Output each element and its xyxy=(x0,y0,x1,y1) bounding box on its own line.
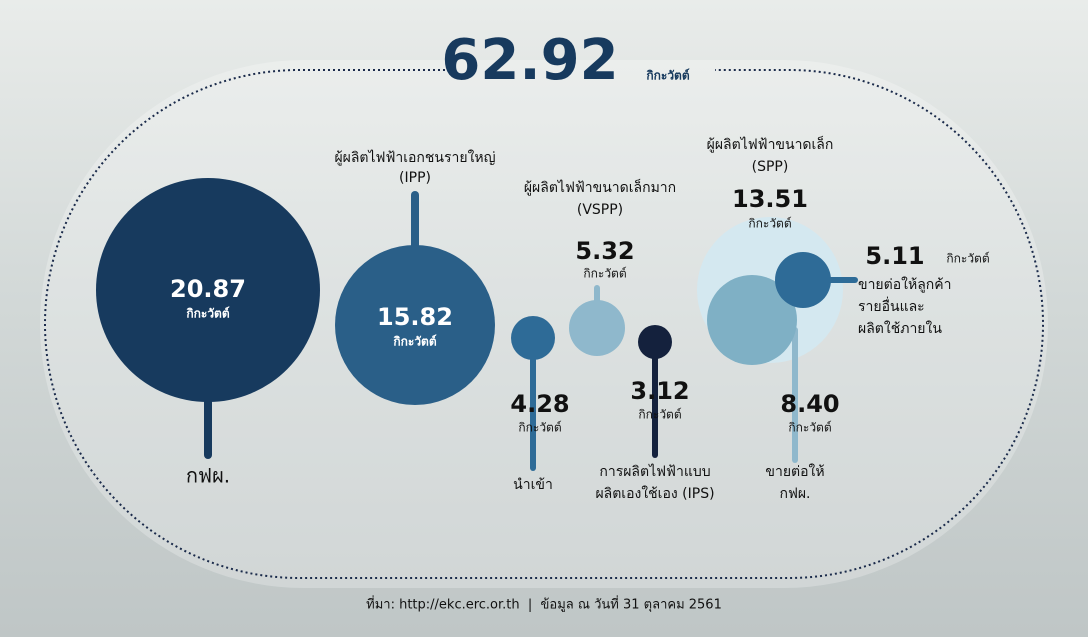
bubble xyxy=(638,325,672,359)
label: ผู้ผลิตไฟฟ้าขนาดเล็กมาก xyxy=(524,178,676,196)
label: (IPP) xyxy=(399,170,431,186)
unit: กิกะวัตต์ xyxy=(518,421,561,435)
label: การผลิตไฟฟ้าแบบ xyxy=(599,463,710,480)
unit: กิกะวัตต์ xyxy=(638,408,681,422)
value: 3.12 xyxy=(630,377,689,405)
label: รายอื่นและ xyxy=(858,297,925,315)
total-unit: กิกะวัตต์ xyxy=(646,69,690,83)
value: 15.82 xyxy=(377,303,453,331)
unit: กิกะวัตต์ xyxy=(748,217,791,231)
value: 5.11 xyxy=(865,242,924,270)
value: 8.40 xyxy=(780,390,839,418)
label: ผลิตเองใช้เอง (IPS) xyxy=(595,485,714,502)
label: ผู้ผลิตไฟฟ้าขนาดเล็ก xyxy=(707,135,834,153)
source: ที่มา: http://ekc.erc.or.th | ข้อมูล ณ ว… xyxy=(366,596,722,613)
label: ขายต่อให้ลูกค้า xyxy=(858,276,951,293)
unit: กิกะวัตต์ xyxy=(583,267,626,281)
unit: กิกะวัตต์ xyxy=(788,421,831,435)
label: (VSPP) xyxy=(577,202,623,218)
label: ขายต่อให้ xyxy=(765,463,824,480)
label: กฟผ. xyxy=(779,486,810,502)
label: (SPP) xyxy=(752,159,789,175)
label: ผลิตใช้ภายใน xyxy=(858,320,942,337)
unit: กิกะวัตต์ xyxy=(946,252,989,266)
label: ผู้ผลิตไฟฟ้าเอกชนรายใหญ่ xyxy=(334,149,495,166)
bubble xyxy=(569,300,625,356)
infographic: 62.92 กิกะวัตต์ 20.87 กิกะวัตต์ กฟผ. 15.… xyxy=(0,0,1088,637)
value: 4.28 xyxy=(510,390,569,418)
value: 20.87 xyxy=(170,275,246,303)
value: 5.32 xyxy=(575,237,634,265)
label: กฟผ. xyxy=(186,464,230,488)
unit: กิกะวัตต์ xyxy=(186,307,230,321)
unit: กิกะวัตต์ xyxy=(393,335,437,349)
value: 13.51 xyxy=(732,185,808,213)
label: นำเข้า xyxy=(513,477,553,493)
total-value: 62.92 xyxy=(441,28,618,93)
bubble xyxy=(511,316,555,360)
page: {"header": {"total": "62.92", "unit": "ก… xyxy=(0,0,1088,637)
bubble xyxy=(775,252,831,308)
